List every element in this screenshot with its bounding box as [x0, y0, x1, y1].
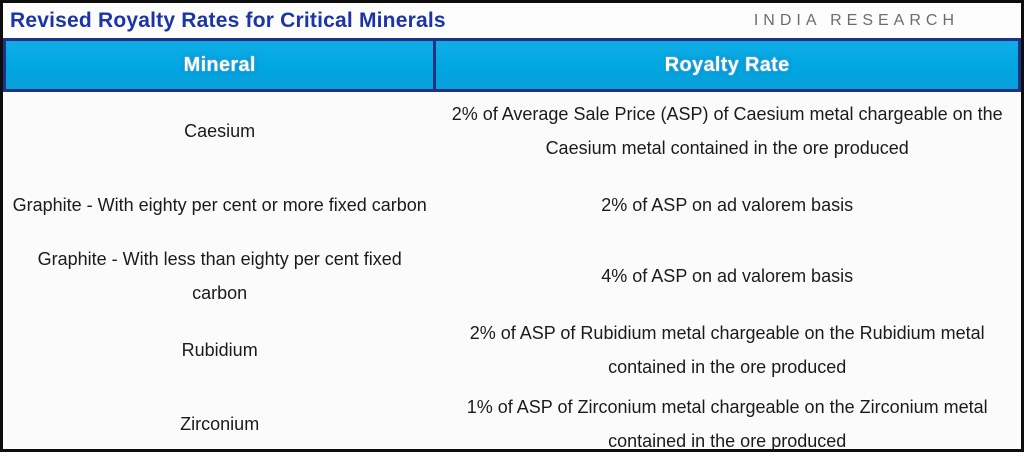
royalty-rate-cell: 2% of Average Sale Price (ASP) of Caesiu…: [451, 104, 1003, 158]
page-title: Revised Royalty Rates for Critical Miner…: [10, 8, 446, 32]
mineral-cell: Zirconium: [180, 414, 260, 434]
royalty-rate-cell: 2% of ASP of Rubidium metal chargeable o…: [469, 323, 985, 377]
table-row: Caesium 2% of Average Sale Price (ASP) o…: [5, 91, 1020, 171]
mineral-cell: Graphite - With eighty per cent or more …: [12, 195, 427, 215]
table-row: Rubidium 2% of ASP of Rubidium metal cha…: [5, 312, 1020, 388]
royalty-rate-cell: 1% of ASP of Zirconium metal chargeable …: [466, 397, 988, 451]
table-header-row: Mineral Royalty Rate: [2, 38, 1021, 92]
royalty-rate-cell: 4% of ASP on ad valorem basis: [601, 266, 854, 286]
mineral-cell: Graphite - With less than eighty per cen…: [37, 249, 402, 303]
title-bar: Revised Royalty Rates for Critical Miner…: [3, 3, 1021, 38]
column-header-royalty-rate: Royalty Rate: [433, 38, 1021, 92]
table-row: Graphite - With less than eighty per cen…: [5, 240, 1020, 312]
royalty-rates-table: Mineral Royalty Rate Caesium 2% of Avera…: [2, 38, 1021, 460]
column-header-mineral: Mineral: [2, 38, 437, 92]
brand-wordmark: INDIA RESEARCH: [753, 11, 959, 29]
table-row: Graphite - With eighty per cent or more …: [5, 170, 1020, 240]
royalty-rate-cell: 2% of ASP on ad valorem basis: [601, 195, 854, 215]
mineral-cell: Caesium: [184, 121, 256, 141]
mineral-cell: Rubidium: [181, 340, 258, 360]
table-row: Zirconium 1% of ASP of Zirconium metal c…: [5, 388, 1020, 460]
